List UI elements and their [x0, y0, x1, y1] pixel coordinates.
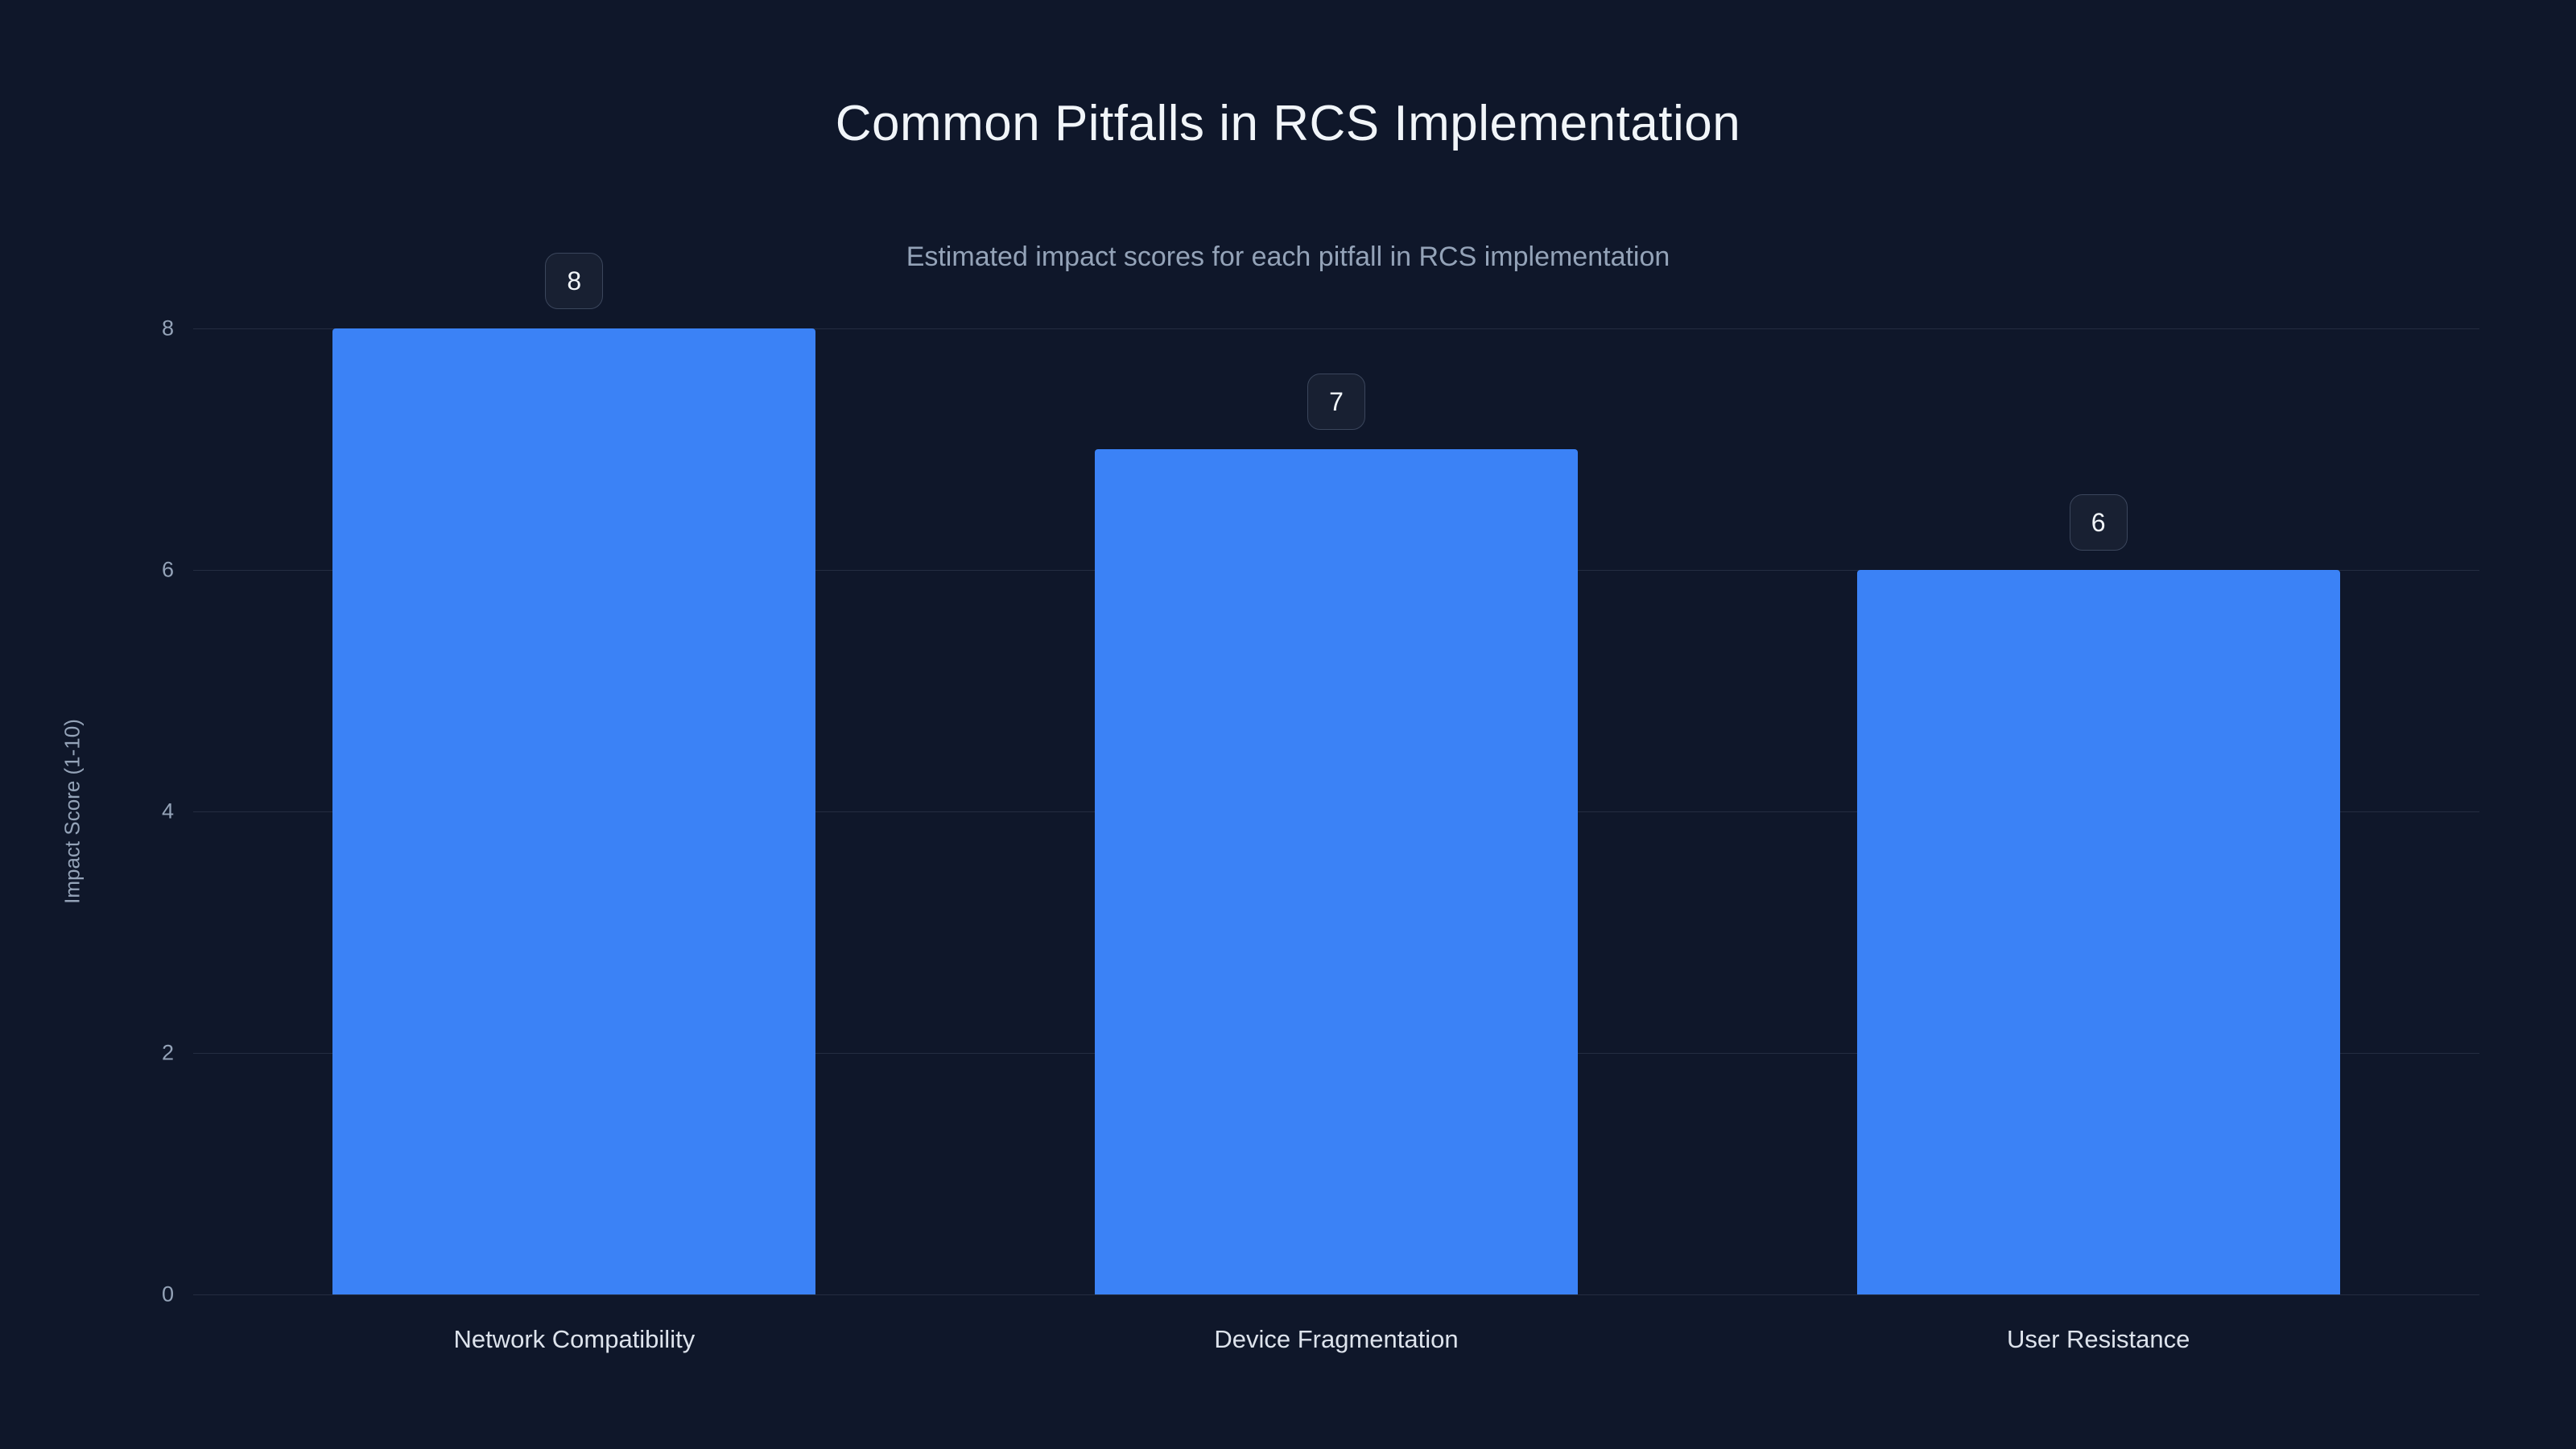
x-category-label-2: Device Fragmentation	[1214, 1325, 1459, 1353]
gridline-y-8	[193, 328, 2479, 329]
y-axis-label: Impact Score (1-10)	[60, 719, 85, 904]
y-tick-label-2: 2	[161, 1040, 174, 1065]
y-tick-label-4: 4	[161, 799, 174, 824]
bar-value-label-1: 8	[545, 253, 604, 309]
bar-2	[1095, 449, 1578, 1294]
y-tick-label-0: 0	[161, 1282, 174, 1307]
chart-title: Common Pitfalls in RCS Implementation	[835, 96, 1741, 151]
y-tick-label-6: 6	[161, 557, 174, 582]
bar-1	[332, 328, 816, 1294]
chart-subtitle: Estimated impact scores for each pitfall…	[906, 242, 1670, 272]
gridline-y-0	[193, 1294, 2479, 1295]
bar-3	[1856, 570, 2340, 1294]
x-category-label-1: Network Compatibility	[453, 1325, 696, 1353]
x-category-label-3: User Resistance	[2006, 1325, 2190, 1353]
plot-area: Impact Score (1-10) 0 2 4 6 8 8 7 6 Network Co…	[60, 253, 2479, 1353]
y-tick-label-8: 8	[161, 316, 174, 341]
bar-value-label-2: 7	[1307, 374, 1365, 430]
bar-value-label-3: 6	[2069, 494, 2128, 551]
